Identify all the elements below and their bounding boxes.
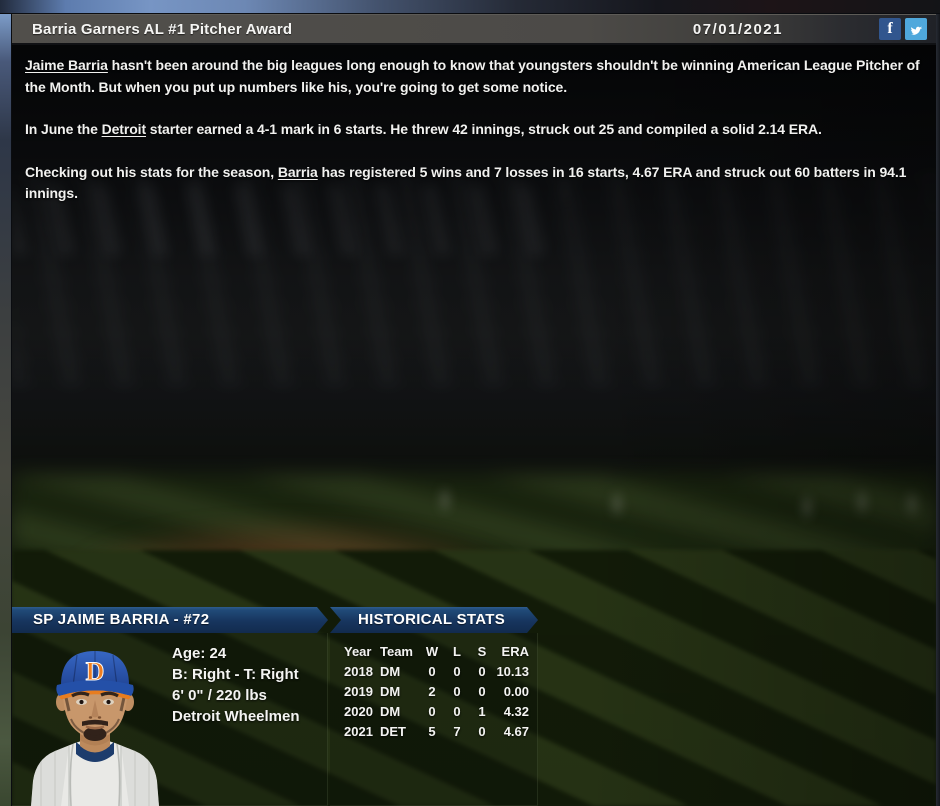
link-detroit[interactable]: Detroit (101, 121, 147, 137)
stat-cell: DM (380, 683, 401, 699)
stat-cell: 4.67 (503, 723, 529, 739)
col-s: S (477, 643, 487, 659)
col-l: L (453, 643, 461, 659)
stat-cell: 0 (428, 663, 436, 679)
stat-cell: 7 (453, 723, 461, 739)
stat-cell: 2021 (344, 723, 373, 739)
twitter-icon[interactable] (905, 18, 927, 40)
paragraph-2: In June the Detroit starter earned a 4-1… (25, 119, 922, 141)
col-year: Year (344, 643, 372, 659)
stats-row-2021: 2021 DET 5 7 0 4.67 (344, 721, 529, 741)
stat-cell: 0 (453, 683, 461, 699)
col-team: Team (380, 643, 413, 659)
stat-cell: 2018 (344, 663, 373, 679)
window-frame-right (936, 14, 940, 806)
twitter-bird-icon (910, 26, 922, 35)
paragraph-text: starter earned a 4-1 mark in 6 starts. H… (146, 121, 822, 137)
stat-cell: 0 (453, 663, 461, 679)
player-card-banner: SP JAIME BARRIA - #72 (12, 607, 328, 633)
stat-cell: 2020 (344, 703, 373, 719)
stat-cell: 0 (478, 723, 486, 739)
date-label: 07/01/2021 (692, 20, 783, 38)
svg-text:D: D (86, 657, 105, 686)
stat-cell: DET (380, 723, 406, 739)
news-article: Jaime Barria hasn't been around the big … (12, 45, 936, 226)
paragraph-text: Checking out his stats for the season, (25, 163, 278, 180)
stats-banner-label: HISTORICAL STATS (358, 611, 506, 628)
stat-cell: 4.32 (503, 703, 529, 719)
stat-cell: 0 (478, 663, 486, 679)
titlebar: Barria Garners AL #1 Pitcher Award 07/01… (12, 14, 936, 45)
historical-stats-banner: HISTORICAL STATS (330, 607, 538, 633)
player-portrait: D (31, 651, 159, 806)
player-height-weight: 6' 0" / 220 lbs (172, 687, 267, 704)
paragraph-text: In June the (25, 121, 102, 137)
stat-cell: 0 (428, 703, 436, 719)
player-info: Age: 24 B: Right - T: Right 6' 0" / 220 … (172, 643, 300, 727)
stats-header-row: Year Team W L S ERA (344, 641, 529, 661)
link-barria[interactable]: Barria (277, 163, 318, 180)
facebook-icon[interactable]: f (879, 18, 901, 40)
stats-row-2019: 2019 DM 2 0 0 0.00 (344, 681, 529, 701)
social-icons: f (879, 18, 927, 40)
stat-cell: 0 (478, 683, 486, 699)
player-card-panel: D Age: 24 B: Righ (12, 633, 328, 806)
paragraph-1: Jaime Barria hasn't been around the big … (25, 55, 922, 98)
stat-cell: 2 (428, 683, 436, 699)
news-screen: Jaime Barria hasn't been around the big … (12, 45, 936, 806)
stats-row-2020: 2020 DM 0 0 1 4.32 (344, 701, 529, 721)
stat-cell: 0.00 (503, 683, 529, 699)
player-age: Age: 24 (172, 645, 227, 662)
col-era: ERA (501, 643, 529, 659)
player-bats-throws: B: Right - T: Right (172, 666, 299, 683)
stat-cell: DM (380, 703, 401, 719)
window-frame-left (0, 14, 12, 806)
paragraph-text: hasn't been around the big leagues long … (25, 57, 920, 95)
window-frame-top (0, 0, 940, 14)
stat-cell: 0 (453, 703, 461, 719)
player-team: Detroit Wheelmen (172, 708, 300, 725)
page-title: Barria Garners AL #1 Pitcher Award (32, 20, 293, 38)
historical-stats-panel: Year Team W L S ERA 2018 DM 0 0 0 10.13 … (330, 633, 538, 806)
dark-vignette-overlay (12, 45, 936, 806)
paragraph-3: Checking out his stats for the season, B… (25, 162, 922, 205)
stat-cell: 2019 (344, 683, 373, 699)
stat-cell: DM (380, 663, 401, 679)
stats-table: Year Team W L S ERA 2018 DM 0 0 0 10.13 … (330, 633, 537, 741)
stat-cell: 1 (478, 703, 486, 719)
stats-row-2018: 2018 DM 0 0 0 10.13 (344, 661, 529, 681)
facebook-glyph: f (887, 20, 893, 37)
player-banner-label: SP JAIME BARRIA - #72 (33, 611, 210, 628)
col-w: W (425, 643, 439, 659)
link-jaime-barria[interactable]: Jaime Barria (25, 57, 108, 73)
stat-cell: 10.13 (496, 663, 529, 679)
stat-cell: 5 (428, 723, 436, 739)
paragraph-text: has registered 5 wins and 7 losses in 16… (25, 163, 907, 202)
